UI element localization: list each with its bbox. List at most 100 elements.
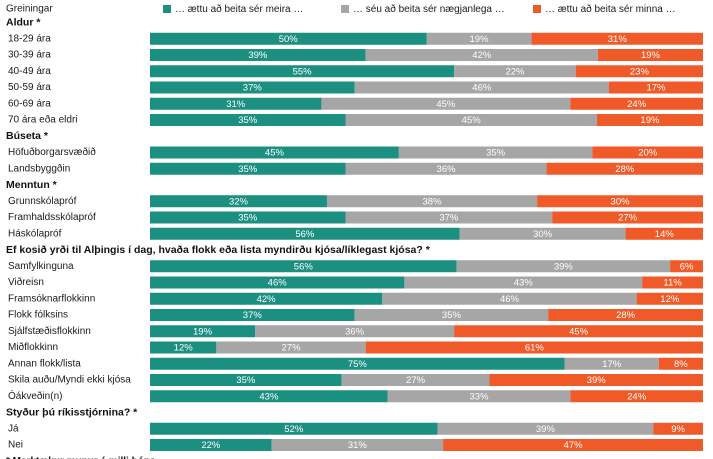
data-label-3-3-1: 56% (295, 229, 315, 240)
row-label-1-5: 60-69 ára (8, 98, 51, 109)
group-title-3: Menntun * (6, 179, 58, 191)
bar-segment-4-9-2 (387, 390, 571, 403)
row-label-4-7: Annan flokk/lista (8, 358, 81, 369)
bar-segment-1-1-2 (426, 32, 532, 45)
data-label-1-2-3: 19% (641, 50, 661, 61)
row-label-1-6: 70 ára eða eldri (8, 114, 78, 126)
data-label-4-7-3: 8% (674, 359, 688, 370)
bar-segment-4-5-1 (150, 325, 256, 338)
data-label-4-3-1: 42% (257, 294, 277, 305)
bar-segment-4-6-3 (365, 341, 703, 354)
bar-segment-4-4-2 (354, 309, 549, 321)
bar-segment-4-3-2 (382, 292, 637, 305)
bar-segment-1-2-2 (365, 49, 598, 61)
data-label-4-4-2: 35% (442, 310, 462, 321)
bar-segment-3-3-1 (150, 227, 460, 240)
bar-segment-3-3-3 (625, 227, 703, 240)
legend-label-1: … ættu að beita sér meira … (175, 3, 303, 15)
bar-segment-5-2-3 (443, 439, 703, 451)
row-label-4-3: Framsóknarflokkinn (8, 293, 95, 304)
bar-segment-1-2-3 (597, 49, 703, 61)
bar-segment-5-1-1 (150, 422, 438, 435)
row-label-1-4: 50-59 ára (8, 82, 51, 93)
bar-segment-4-8-2 (341, 374, 490, 386)
bar-segment-5-1-2 (437, 422, 654, 435)
data-label-4-9-1: 43% (259, 391, 279, 402)
data-label-1-5-3: 24% (627, 99, 647, 110)
bar-segment-4-1-2 (456, 260, 671, 273)
data-label-2-2-1: 35% (238, 164, 258, 175)
data-label-4-5-1: 19% (193, 326, 213, 337)
bar-segment-4-6-1 (150, 341, 217, 354)
bar-segment-1-1-1 (150, 32, 427, 45)
data-label-1-4-2: 46% (472, 83, 492, 94)
bar-segment-1-3-3 (575, 65, 703, 78)
data-label-4-7-1: 75% (348, 359, 368, 370)
bar-segment-3-2-1 (150, 211, 346, 224)
row-label-2-2: Landsbyggðin (8, 162, 70, 174)
row-label-4-1: Samfylkinguna (8, 261, 74, 272)
group-title-1: Aldur * (6, 16, 41, 28)
bar-segment-3-1-1 (150, 195, 327, 208)
data-label-1-5-1: 31% (226, 99, 246, 110)
data-label-5-2-2: 31% (348, 440, 368, 451)
bar-segment-1-5-2 (321, 97, 571, 110)
bar-segment-4-8-1 (150, 374, 342, 386)
bar-segment-1-6-1 (150, 114, 346, 126)
bar-segment-2-2-3 (546, 162, 703, 175)
data-label-1-3-2: 22% (505, 66, 525, 77)
data-label-3-1-2: 38% (423, 196, 443, 207)
data-label-4-3-2: 46% (500, 294, 520, 305)
legend-label-3: … ættu að beita sér minna … (545, 3, 676, 15)
data-label-1-3-3: 23% (630, 66, 650, 77)
bar-segment-4-3-1 (150, 292, 383, 305)
bar-segment-5-2-2 (271, 439, 444, 451)
group-title-2: Búseta * (6, 130, 49, 142)
bar-segment-2-1-2 (398, 146, 593, 159)
data-label-4-6-3: 61% (525, 343, 545, 354)
bar-segment-1-4-1 (150, 81, 355, 94)
data-label-2-2-3: 28% (615, 164, 635, 175)
data-label-3-3-3: 14% (655, 229, 675, 240)
data-label-1-6-3: 19% (640, 115, 660, 126)
legend-swatch-1 (163, 5, 171, 13)
data-label-4-1-2: 39% (554, 261, 574, 272)
bar-segment-1-4-3 (608, 81, 703, 94)
row-label-5-2: Nei (8, 440, 23, 451)
data-label-3-1-1: 32% (229, 196, 249, 207)
row-label-4-8: Skila auðu/Myndi ekki kjósa (8, 374, 131, 386)
bar-segment-4-2-2 (404, 276, 643, 289)
data-label-1-2-2: 42% (472, 50, 492, 61)
data-label-1-6-2: 45% (462, 115, 482, 126)
data-label-5-1-3: 9% (671, 424, 685, 435)
row-label-1-3: 40-49 ára (8, 66, 51, 77)
bar-segment-4-4-1 (150, 309, 355, 321)
data-label-4-9-3: 24% (627, 391, 647, 402)
data-label-1-1-3: 31% (608, 34, 628, 45)
bar-segment-2-2-2 (345, 162, 547, 175)
data-label-3-3-2: 30% (533, 229, 553, 240)
data-label-1-6-1: 35% (238, 115, 258, 126)
data-label-1-1-1: 50% (279, 34, 299, 45)
bar-segment-1-5-1 (150, 97, 322, 110)
data-label-1-4-3: 17% (646, 83, 666, 94)
bar-segment-1-6-2 (345, 114, 597, 126)
data-label-4-9-2: 33% (470, 391, 490, 402)
data-label-4-8-3: 39% (587, 375, 607, 386)
data-label-4-3-3: 12% (660, 294, 680, 305)
data-label-1-2-1: 39% (248, 50, 268, 61)
bar-segment-4-2-3 (642, 276, 703, 289)
data-label-5-2-3: 47% (564, 440, 584, 451)
data-label-4-2-1: 46% (268, 278, 288, 289)
data-label-4-2-3: 11% (663, 278, 682, 289)
bar-segment-4-7-3 (658, 357, 703, 370)
bar-segment-3-1-3 (537, 195, 703, 208)
data-label-2-2-2: 36% (437, 164, 457, 175)
bar-segment-4-4-3 (548, 309, 703, 321)
row-label-3-2: Framhaldsskólapróf (8, 212, 96, 223)
header-label: Greiningar (6, 4, 53, 15)
bar-segment-2-1-3 (592, 146, 703, 159)
data-label-3-2-2: 37% (439, 213, 459, 224)
group-title-5: Styður þú ríkisstjórnina? * (6, 406, 138, 418)
